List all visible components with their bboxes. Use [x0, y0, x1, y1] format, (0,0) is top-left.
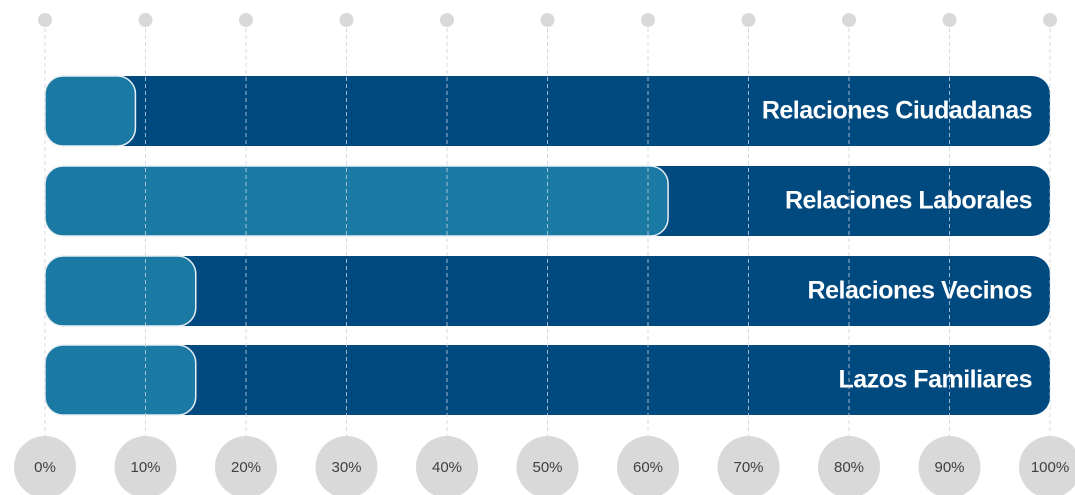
tick-circle — [918, 436, 981, 495]
top-dot — [440, 13, 454, 27]
bar — [44, 344, 197, 416]
category-label: Relaciones Vecinos — [808, 277, 1032, 305]
top-dot — [239, 13, 253, 27]
top-dot — [38, 13, 52, 27]
top-dot — [641, 13, 655, 27]
x-tick-label: 60% — [633, 459, 663, 476]
top-dot — [339, 13, 354, 27]
tick-circle — [416, 436, 478, 495]
tick-circle — [315, 436, 378, 495]
top-dot — [842, 13, 856, 27]
top-dot — [1043, 13, 1057, 27]
tick-circle — [114, 436, 177, 495]
top-dot — [942, 13, 957, 27]
category-label: Relaciones Ciudadanas — [762, 97, 1032, 125]
x-tick-label: 10% — [130, 459, 160, 476]
x-tick-label: 80% — [834, 459, 864, 476]
category-label: Lazos Familiares — [839, 366, 1032, 394]
x-tick-label: 90% — [934, 459, 964, 476]
tick-circle — [516, 436, 579, 495]
tick-circle — [1019, 436, 1075, 495]
x-tick-label: 70% — [733, 459, 763, 476]
top-dot — [741, 13, 756, 27]
category-label: Relaciones Laborales — [785, 187, 1032, 215]
tick-circle — [215, 436, 277, 495]
x-tick-label: 40% — [432, 459, 462, 476]
bar — [44, 165, 669, 237]
bar — [44, 255, 197, 327]
tick-circle — [717, 436, 780, 495]
x-tick-label: 100% — [1031, 459, 1069, 476]
bar — [44, 75, 137, 147]
tick-circle — [617, 436, 679, 495]
x-tick-label: 20% — [231, 459, 261, 476]
x-tick-label: 50% — [532, 459, 562, 476]
x-tick-label: 30% — [331, 459, 361, 476]
top-dot — [540, 13, 555, 27]
bar-track — [45, 76, 1050, 146]
x-tick-label: 0% — [34, 459, 56, 476]
tick-circle — [14, 436, 76, 495]
top-dot — [138, 13, 153, 27]
tick-circle — [818, 436, 880, 495]
